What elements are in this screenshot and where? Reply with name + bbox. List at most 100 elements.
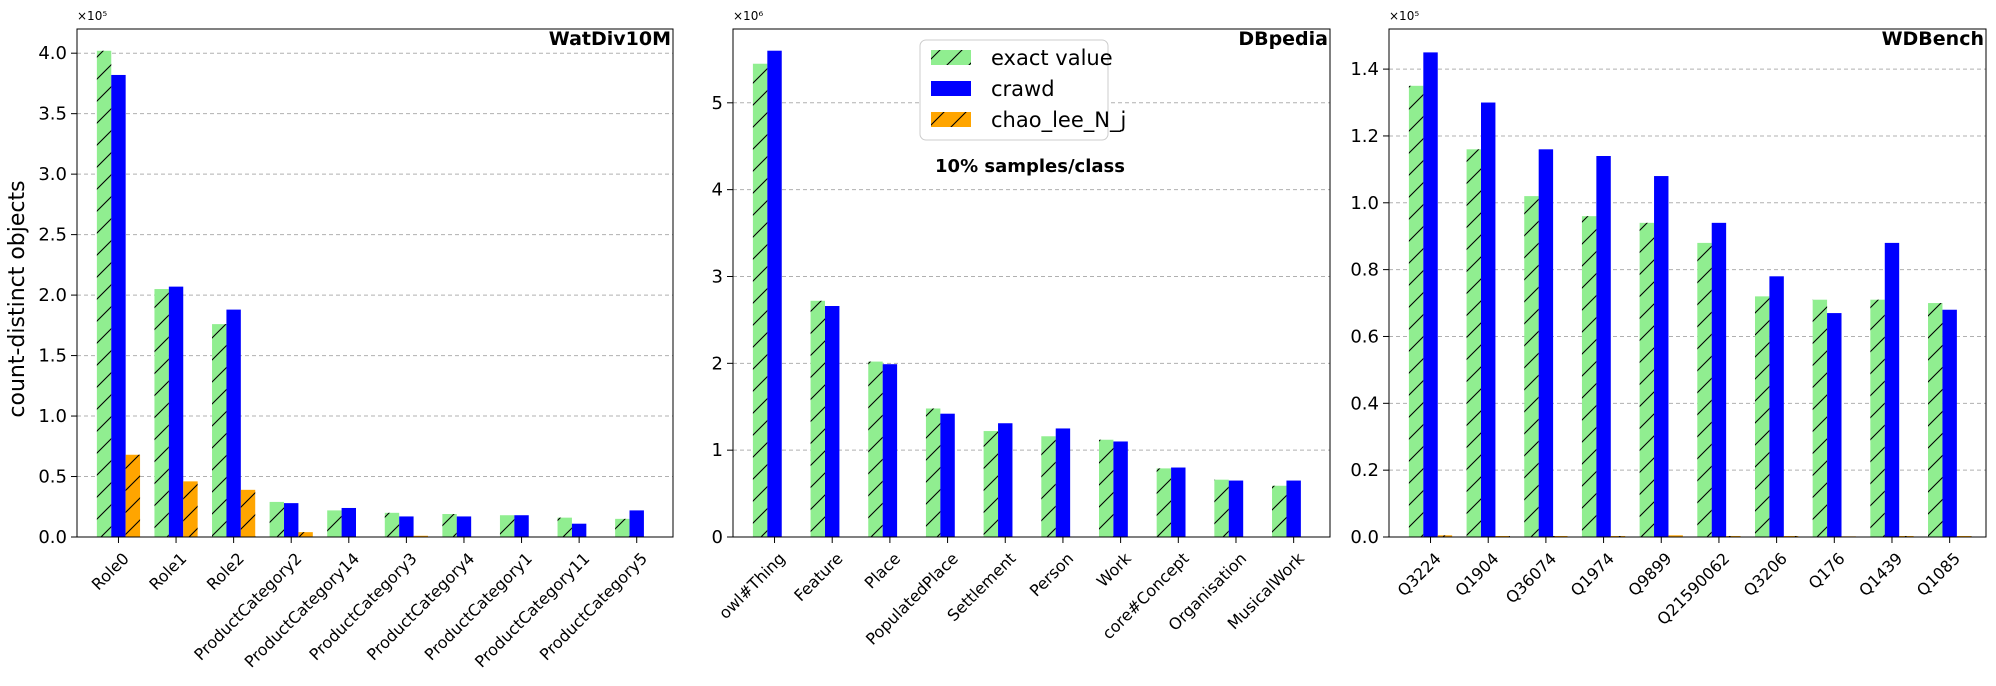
- bar-hatch-exact-value: [1870, 299, 1885, 537]
- bar-hatch-chao-lee-n-j: [1726, 535, 1741, 537]
- bar-hatch-exact-value: [615, 518, 630, 537]
- legend-label-chao-lee: chao_lee_N_j: [991, 108, 1126, 133]
- bar-hatch-exact-value: [1156, 468, 1172, 537]
- legend-label-exact-value: exact value: [991, 46, 1113, 70]
- bar-crawd: [399, 516, 414, 537]
- bar-hatch-exact-value: [752, 63, 768, 537]
- bar-crawd: [514, 515, 529, 537]
- bar-hatch-exact-value: [868, 361, 883, 537]
- bar-crawd: [882, 364, 898, 537]
- x-tick-label: Role0: [88, 549, 133, 594]
- bar-crawd: [1423, 52, 1438, 537]
- x-tick-label: Q1085: [1913, 549, 1964, 600]
- bar-crawd: [825, 306, 840, 537]
- y-tick-label: 2.0: [38, 285, 67, 306]
- y-tick-label: 0.4: [1350, 393, 1379, 414]
- y-tick-label: 0.2: [1350, 460, 1379, 481]
- bar-hatch-exact-value: [1466, 149, 1482, 537]
- y-tick-label: 1.5: [38, 346, 67, 367]
- bar-hatch-exact-value: [1098, 439, 1114, 537]
- y-tick-label: 2.5: [38, 225, 67, 246]
- bar-hatch-chao-lee-n-j: [240, 489, 256, 537]
- y-tick-label: 2: [712, 353, 723, 374]
- bar-hatch-exact-value: [269, 501, 285, 537]
- bar-hatch-exact-value: [1272, 485, 1287, 537]
- bar-hatch-exact-value: [557, 517, 572, 537]
- legend-swatch-crawd: [931, 81, 971, 96]
- bar-crawd: [1884, 242, 1900, 538]
- x-tick-label: Q1439: [1855, 549, 1906, 600]
- x-tick-label: owl#Thing: [715, 549, 789, 623]
- y-tick-label: 0.0: [38, 527, 67, 548]
- bar-hatch-exact-value: [1041, 436, 1056, 537]
- bar-hatch-exact-value: [212, 324, 227, 537]
- bar-crawd: [341, 507, 356, 537]
- chart-title: WatDiv10M: [549, 28, 671, 50]
- y-axis-label: count-distinct objects: [5, 180, 30, 417]
- bar-crawd: [456, 516, 472, 537]
- bar-hatch-exact-value: [1214, 479, 1229, 537]
- bar-crawd: [1055, 428, 1071, 537]
- bar-hatch-chao-lee-n-j: [1495, 535, 1510, 537]
- bar-hatch-exact-value: [1754, 296, 1770, 537]
- x-tick-label: Q3206: [1740, 549, 1791, 600]
- plot-frame: [732, 28, 1331, 538]
- x-tick-label: Q176: [1805, 549, 1849, 593]
- bar-hatch-chao-lee-n-j: [1553, 535, 1568, 537]
- y-tick-label: 0: [712, 527, 723, 548]
- bar-hatch-exact-value: [1639, 222, 1655, 537]
- bar-hatch-exact-value: [442, 514, 457, 537]
- bar-hatch-exact-value: [96, 50, 112, 538]
- legend-swatch-chao-lee-hatch: [931, 112, 971, 127]
- legend: exact value crawd chao_lee_N_j: [919, 39, 1126, 141]
- bar-crawd: [111, 74, 126, 537]
- bar-crawd: [1113, 441, 1128, 537]
- y-tick-label: 0.6: [1350, 326, 1379, 347]
- x-tick-label: ProductCategory4: [363, 549, 478, 664]
- y-tick-label: 3.5: [38, 104, 67, 125]
- plot-frame: [1388, 28, 1987, 538]
- bar-crawd: [226, 309, 241, 537]
- bar-hatch-exact-value: [1581, 216, 1597, 537]
- bar-crawd: [940, 413, 955, 537]
- x-tick-label: ProductCategory3: [305, 549, 420, 664]
- x-tick-label: Q9899: [1624, 549, 1675, 600]
- x-tick-label: Q1904: [1451, 549, 1502, 600]
- x-tick-label: ProductCategory5: [536, 549, 651, 664]
- bar-crawd: [1228, 480, 1244, 537]
- x-tick-label: Place: [861, 549, 905, 593]
- bar-hatch-exact-value: [384, 512, 400, 537]
- bar-crawd: [629, 510, 644, 537]
- bar-hatch-exact-value: [925, 408, 941, 537]
- bar-hatch-exact-value: [810, 300, 826, 537]
- bar-hatch-chao-lee-n-j: [1610, 535, 1626, 537]
- bar-crawd: [1538, 149, 1554, 537]
- bar-crawd: [1942, 309, 1957, 537]
- y-tick-label: 1.4: [1350, 59, 1379, 80]
- y-tick-label: 3.0: [38, 164, 67, 185]
- x-tick-label: ProductCategory2: [190, 549, 305, 664]
- y-tick-label: 1.0: [38, 406, 67, 427]
- y-tick-label: 0.0: [1350, 527, 1379, 548]
- bar-crawd: [767, 50, 782, 537]
- x-tick-label: Feature: [790, 549, 846, 605]
- bar-crawd: [1171, 467, 1186, 537]
- x-tick-label: Role2: [203, 549, 248, 594]
- x-tick-label: ProductCategory1: [421, 549, 536, 664]
- y-tick-label: 3: [712, 266, 723, 287]
- bar-hatch-exact-value: [154, 289, 169, 537]
- bar-hatch-chao-lee-n-j: [1668, 535, 1683, 537]
- y-tick-label: 4: [712, 180, 723, 201]
- axis-multiplier: ×10⁵: [1389, 9, 1419, 23]
- y-tick-label: 5: [712, 93, 723, 114]
- legend-label-crawd: crawd: [991, 77, 1055, 101]
- bar-hatch-chao-lee-n-j: [298, 532, 313, 537]
- bar-hatch-exact-value: [327, 510, 342, 537]
- bar-crawd: [1481, 102, 1496, 538]
- bar-crawd: [1827, 313, 1842, 537]
- bar-crawd: [1769, 276, 1784, 537]
- bar-crawd: [284, 503, 299, 537]
- y-tick-label: 1.2: [1350, 126, 1379, 147]
- x-tick-label: Q36074: [1502, 549, 1560, 607]
